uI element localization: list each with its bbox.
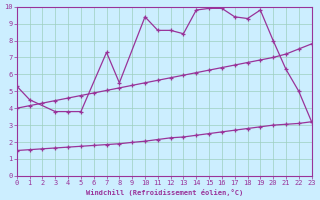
X-axis label: Windchill (Refroidissement éolien,°C): Windchill (Refroidissement éolien,°C) — [85, 189, 243, 196]
